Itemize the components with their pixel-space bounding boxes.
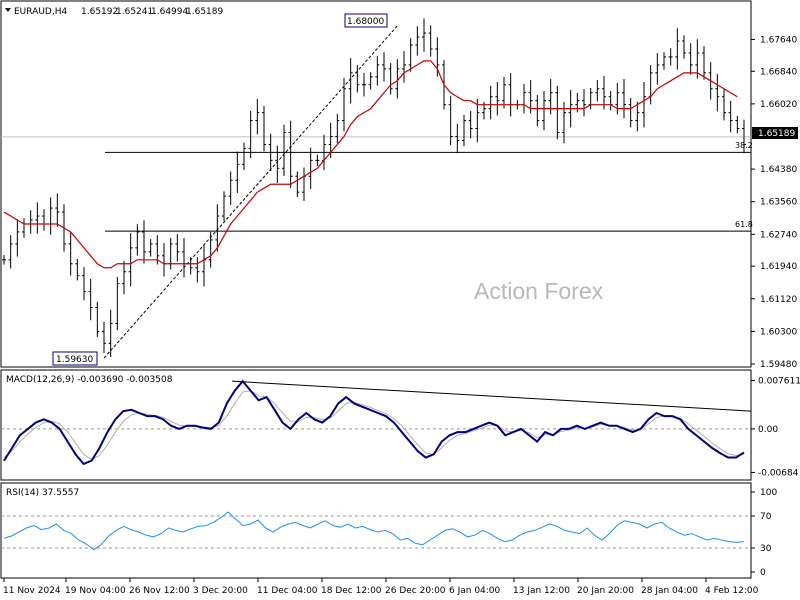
macd-axis-label: -0.00684	[758, 468, 799, 478]
price-axis-label: 1.61120	[760, 295, 797, 305]
symbol-dropdown-icon[interactable]	[5, 8, 11, 12]
price-axis-label: 1.66020	[760, 100, 797, 110]
axis-layer: 1.67640 1.66840 1.66020 1.64380 1.63560 1.627…	[3, 35, 800, 596]
macd-panel[interactable]	[0, 369, 752, 481]
rsi-axis-label: 0	[760, 568, 766, 578]
macd-axis-label: 0.007611	[758, 376, 800, 386]
header-high: 1.65241	[116, 7, 153, 17]
swing-line	[103, 24, 399, 359]
time-axis-label: 19 Nov 04:00	[65, 586, 126, 596]
low-label: 1.59630	[56, 355, 93, 365]
time-axis-label: 26 Dec 20:00	[385, 586, 446, 596]
rsi-axis-label: 70	[760, 512, 772, 522]
price-axis-label: 1.64380	[760, 165, 797, 175]
price-axis-label: 1.61940	[760, 262, 797, 272]
macd-axis-label: 0.00	[758, 425, 778, 435]
fib-382-label: 38.2	[735, 141, 753, 150]
time-axis-label: 3 Dec 20:00	[193, 586, 248, 596]
time-axis-label: 4 Feb 12:00	[705, 586, 759, 596]
header-symbol: EURAUD,H4	[14, 7, 67, 17]
time-axis-label: 11 Dec 04:00	[257, 586, 318, 596]
rsi-title: RSI(14) 37.5557	[6, 488, 79, 498]
current-price-label: 1.65189	[758, 129, 795, 139]
price-axis-label: 1.67640	[760, 35, 797, 45]
fib-618-label: 61.8	[735, 220, 753, 229]
header-open: 1.65192	[81, 7, 118, 17]
price-axis-label: 1.60300	[760, 327, 797, 337]
price-panel[interactable]	[0, 0, 752, 368]
macd-trendline	[231, 380, 752, 412]
low-label-box	[52, 351, 98, 366]
time-axis-label: 18 Dec 12:00	[321, 586, 382, 596]
header-close: 1.65189	[186, 7, 223, 17]
price-axis-label: 1.66840	[760, 67, 797, 77]
high-label: 1.68000	[347, 17, 384, 27]
header-low: 1.64994	[151, 7, 188, 17]
time-axis-label: 13 Jan 12:00	[513, 586, 570, 596]
time-axis-label: 11 Nov 2024	[3, 586, 61, 596]
current-price-tag	[752, 127, 798, 139]
moving-average-line	[3, 60, 738, 269]
rsi-layer	[1, 511, 751, 551]
rsi-axis-label: 30	[760, 544, 772, 554]
price-axis-label: 1.59480	[760, 360, 797, 370]
time-axis-label: 20 Jan 20:00	[577, 586, 634, 596]
rsi-panel[interactable]	[0, 482, 752, 579]
high-label-box	[344, 13, 388, 28]
rsi-line	[3, 511, 745, 551]
time-axis-label: 28 Jan 04:00	[641, 586, 698, 596]
macd-main-line	[3, 379, 745, 466]
price-axis-label: 1.62740	[760, 230, 797, 240]
time-axis-label: 26 Nov 12:00	[129, 586, 190, 596]
price-axis-label: 1.63560	[760, 198, 797, 208]
watermark: Action Forex	[474, 278, 604, 304]
macd-title: MACD(12,26,9) -0.003690 -0.003508	[6, 375, 173, 385]
macd-layer	[1, 379, 752, 466]
rsi-axis-label: 100	[760, 488, 777, 498]
time-axis-label: 6 Jan 04:00	[449, 586, 501, 596]
price-layer	[1, 18, 751, 359]
